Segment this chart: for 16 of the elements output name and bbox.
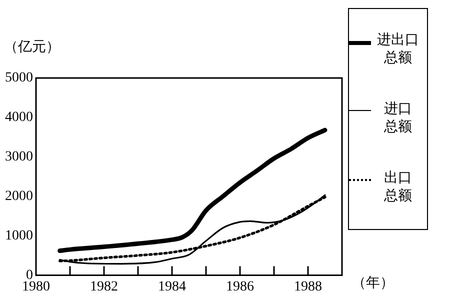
y-axis-title: （亿元） [4,39,60,56]
x-tick-label: 1986 [226,279,254,294]
legend-label: 进口总额 [383,100,413,137]
y-tick-label: 3000 [5,150,33,165]
x-tick-label: 1988 [294,279,322,294]
y-tick-label: 1000 [5,228,33,244]
y-tick-label: 2000 [5,188,33,204]
y-tick-label: 5000 [5,70,33,86]
legend-label: 出口总额 [383,170,413,206]
x-tick-label: 1984 [158,279,186,294]
line-series [58,128,328,253]
x-tick-label: 1982 [90,279,118,294]
y-tick-label: 4000 [5,110,33,126]
x-axis-title: （年） [352,274,394,292]
x-tick-label: 1980 [22,279,50,294]
legend-label: 进出口总额 [376,32,420,68]
